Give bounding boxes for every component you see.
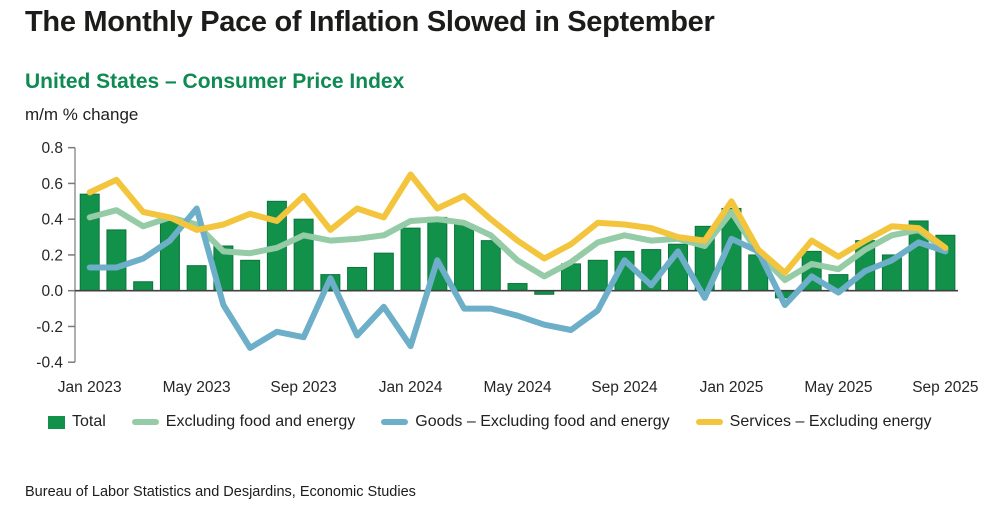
svg-text:0.6: 0.6 — [41, 176, 63, 193]
svg-text:-0.2: -0.2 — [36, 319, 63, 336]
legend-label: Services – Excluding energy — [729, 413, 932, 430]
legend-label: Goods – Excluding food and energy — [415, 413, 670, 430]
legend-item-total: Total — [48, 413, 106, 431]
cpi-chart-svg: 0.8 0.6 0.4 0.2 0.0 -0.2 -0.4 Jan 2023 May 2023 S… — [36, 140, 978, 396]
services-line-swatch-icon — [695, 419, 723, 425]
svg-text:Jan 2024: Jan 2024 — [379, 379, 443, 396]
svg-text:0.0: 0.0 — [41, 283, 63, 300]
legend-item-services: Services – Excluding energy — [695, 413, 932, 431]
source-note: Bureau of Labor Statistics and Desjardin… — [25, 484, 416, 500]
svg-text:Jan 2023: Jan 2023 — [58, 379, 122, 396]
svg-text:Sep 2024: Sep 2024 — [591, 379, 658, 396]
legend-item-excluding-food-energy: Excluding food and energy — [131, 413, 356, 431]
svg-text:0.4: 0.4 — [41, 212, 63, 229]
svg-text:0.2: 0.2 — [41, 247, 63, 264]
page-title: The Monthly Pace of Inflation Slowed in … — [25, 6, 715, 38]
core-line-swatch-icon — [131, 419, 159, 425]
svg-text:Jan 2025: Jan 2025 — [700, 379, 764, 396]
svg-text:May 2023: May 2023 — [163, 379, 231, 396]
total-bar-swatch-icon — [48, 415, 65, 429]
svg-text:Sep 2025: Sep 2025 — [912, 379, 978, 396]
legend-label: Total — [72, 413, 106, 430]
goods-line-swatch-icon — [381, 419, 409, 425]
svg-text:Sep 2023: Sep 2023 — [270, 379, 336, 396]
y-axis-unit-label: m/m % change — [25, 105, 139, 124]
chart-legend: Total Excluding food and energy Goods – … — [48, 413, 932, 431]
legend-label: Excluding food and energy — [165, 413, 356, 430]
svg-text:0.8: 0.8 — [41, 140, 63, 157]
chart-subtitle: United States – Consumer Price Index — [25, 70, 405, 93]
cpi-chart: 0.8 0.6 0.4 0.2 0.0 -0.2 -0.4 Jan 2023 May 2023 S… — [0, 130, 1000, 420]
svg-text:-0.4: -0.4 — [36, 355, 63, 372]
svg-text:May 2024: May 2024 — [484, 379, 552, 396]
legend-item-goods: Goods – Excluding food and energy — [381, 413, 670, 431]
svg-text:May 2025: May 2025 — [804, 379, 872, 396]
